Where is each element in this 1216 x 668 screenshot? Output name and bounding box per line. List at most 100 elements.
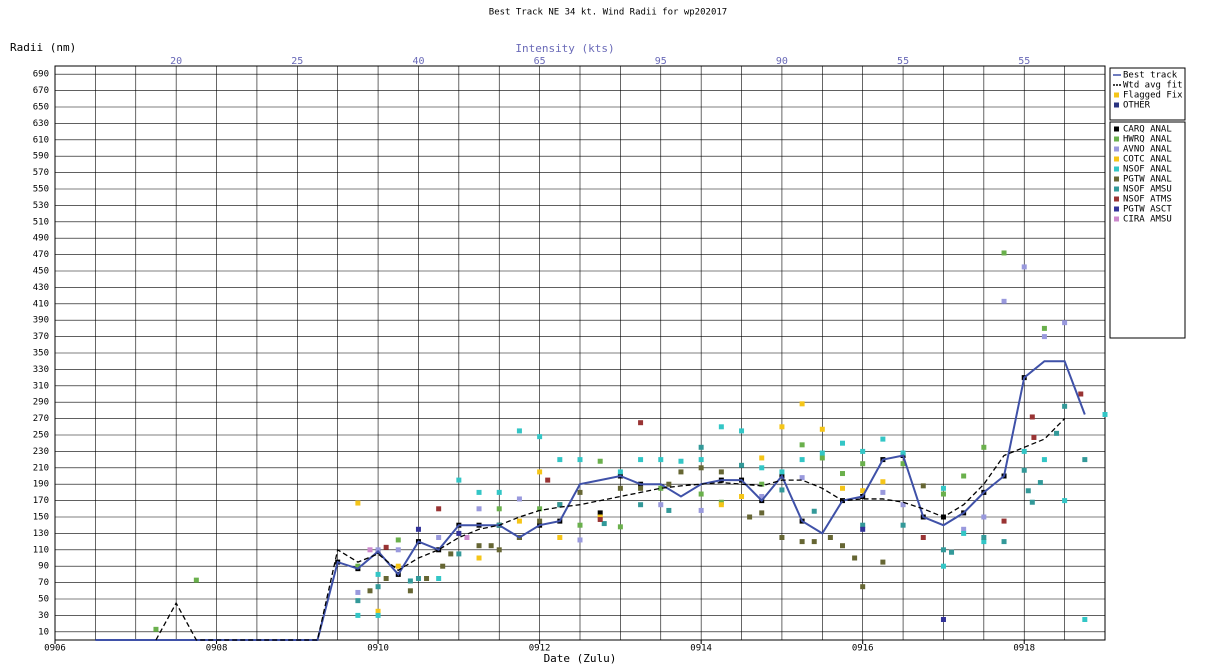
fix-point — [488, 543, 494, 549]
fix-point — [415, 526, 421, 532]
fix-point — [860, 461, 866, 467]
series-line — [155, 418, 1066, 641]
y-tick-label: 690 — [33, 70, 49, 80]
fix-point — [516, 428, 522, 434]
fix-point — [779, 487, 785, 493]
y-tick-label: 290 — [33, 398, 49, 408]
x-tick-label: 0912 — [529, 644, 551, 654]
fix-point — [436, 535, 442, 540]
top-tick-label: 55 — [897, 56, 909, 67]
x-tick-label: 0908 — [206, 644, 228, 654]
fix-point — [355, 563, 361, 569]
fix-point — [1001, 539, 1007, 545]
y-tick-label: 670 — [33, 86, 49, 96]
fix-point — [759, 455, 765, 461]
fix-point — [860, 526, 866, 532]
legend-label: OTHER — [1123, 101, 1151, 111]
y-tick-label: 210 — [33, 463, 49, 473]
fix-point — [698, 444, 704, 450]
fix-point — [759, 481, 765, 487]
legend-label: NSOF AMSU — [1123, 185, 1172, 195]
fix-point — [949, 549, 955, 555]
fix-point — [961, 526, 967, 532]
fix-point — [961, 530, 967, 536]
x-tick-label: 0906 — [44, 644, 66, 654]
fix-point — [496, 506, 502, 512]
fix-point — [658, 502, 664, 508]
fix-point — [557, 502, 563, 508]
fix-point — [940, 491, 946, 497]
fix-point — [395, 537, 401, 543]
legend-box — [1109, 121, 1186, 339]
y-tick-label: 630 — [33, 119, 49, 129]
legend-label: HWRQ ANAL — [1123, 135, 1172, 145]
y-tick-label: 410 — [33, 299, 49, 309]
y-tick-label: 270 — [33, 414, 49, 424]
top-tick-label: 40 — [412, 56, 424, 67]
fix-point — [860, 584, 866, 590]
y-tick-label: 430 — [33, 283, 49, 293]
fix-point — [698, 491, 704, 497]
legend-label: Flagged Fix — [1123, 91, 1183, 101]
fix-point — [658, 457, 664, 463]
legend-label: COTC ANAL — [1123, 155, 1172, 165]
y-tick-label: 150 — [33, 513, 49, 523]
fix-point — [779, 424, 785, 430]
top-tick-label: 55 — [1018, 56, 1030, 67]
fix-point — [1021, 448, 1027, 454]
y-tick-label: 570 — [33, 168, 49, 178]
fix-point — [476, 506, 482, 512]
fix-point — [597, 516, 603, 522]
fix-point — [476, 555, 482, 561]
legend-label: PGTW ANAL — [1123, 175, 1172, 185]
fix-point — [153, 626, 159, 632]
fix-point — [577, 537, 583, 543]
fix-point — [799, 442, 805, 448]
y-tick-label: 190 — [33, 480, 49, 490]
top-tick-label: 20 — [170, 56, 182, 67]
fix-point — [476, 489, 482, 495]
fix-point — [1078, 391, 1084, 397]
fix-point — [456, 551, 462, 557]
fix-point — [1082, 457, 1088, 463]
fix-point — [920, 535, 926, 540]
fix-point — [811, 508, 817, 514]
fix-point — [638, 502, 644, 508]
fix-point — [436, 576, 442, 581]
fix-point — [440, 563, 446, 569]
fix-point — [698, 457, 704, 463]
fix-point — [900, 502, 906, 508]
fix-point — [981, 514, 987, 520]
fix-point — [880, 559, 886, 565]
fix-point — [1001, 518, 1007, 524]
fix-point — [367, 547, 373, 553]
fix-point — [1062, 498, 1068, 504]
y-axis-label: Radii (nm) — [10, 41, 76, 54]
chart-title: Best Track NE 34 kt. Wind Radii for wp20… — [489, 8, 727, 18]
x-tick-label: 0914 — [690, 644, 712, 654]
y-tick-label: 230 — [33, 447, 49, 457]
fix-point — [840, 440, 845, 446]
fix-point — [383, 544, 389, 550]
fix-point — [981, 444, 987, 450]
fix-point — [1001, 298, 1007, 304]
fix-point — [1041, 457, 1047, 463]
fix-point — [424, 576, 430, 581]
y-tick-label: 90 — [38, 562, 49, 572]
fix-point — [638, 457, 644, 463]
y-tick-label: 50 — [38, 595, 49, 605]
fix-point — [739, 462, 745, 468]
fix-point — [407, 588, 413, 594]
y-tick-label: 110 — [33, 545, 49, 555]
legend-label: CARQ ANAL — [1123, 125, 1172, 135]
y-tick-label: 610 — [33, 135, 49, 145]
fix-point — [1025, 488, 1031, 494]
fix-point — [464, 535, 470, 540]
y-tick-label: 310 — [33, 381, 49, 391]
fix-point — [355, 500, 361, 506]
legend-swatch — [1114, 146, 1119, 152]
legend-box — [1109, 67, 1186, 121]
fix-point — [355, 612, 361, 618]
legend-swatch — [1114, 166, 1119, 172]
